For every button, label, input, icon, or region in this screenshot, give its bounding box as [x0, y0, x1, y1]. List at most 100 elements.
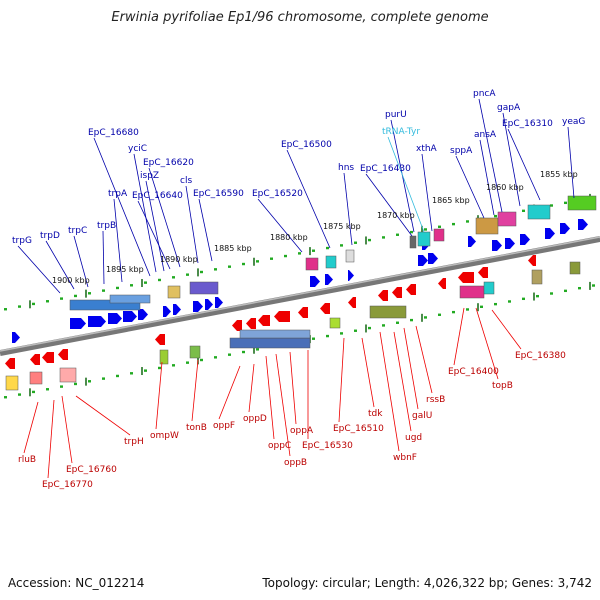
ruler-dots-bottom [452, 310, 455, 314]
ruler-dots-bottom [578, 286, 581, 290]
label-leader-line [93, 137, 151, 277]
label-leader-line [191, 359, 199, 422]
label-leader-line [379, 331, 400, 452]
label-leader-line [137, 200, 171, 270]
ruler-dots-bottom [368, 326, 371, 330]
label-leader-line [23, 401, 39, 454]
ruler-dots-bottom [536, 294, 539, 298]
tick-label: 1900 kbp [52, 276, 90, 285]
ruler-dots-bottom [340, 332, 343, 335]
ruler-dots-bottom [466, 308, 469, 311]
label-leader-line [365, 173, 413, 237]
ruler-dots-top [32, 302, 35, 306]
label-leader-line [45, 240, 75, 290]
gene-forward-arrow [545, 228, 555, 239]
gene-label-bottom: EpC_16380 [515, 351, 566, 361]
gene-label-top: ansA [474, 130, 497, 140]
gene-label-bottom: rssB [426, 395, 445, 405]
ruler-dots-bottom [354, 329, 357, 332]
gene-forward-arrow [505, 238, 515, 249]
ruler-dots-top [270, 257, 273, 260]
ruler-dots-bottom [382, 324, 385, 327]
label-leader-line [393, 331, 412, 432]
gene-label-top: yciC [128, 144, 147, 154]
ruler-dots-top [228, 265, 231, 268]
gene-forward-arrow [492, 240, 502, 251]
ruler-dots-top [368, 238, 371, 242]
label-leader-line [265, 355, 275, 440]
label-leader-line [502, 112, 521, 207]
gene-reverse-arrow [392, 287, 402, 298]
gene-forward-arrow [123, 311, 137, 322]
gene-label-top: tRNA-Tyr [382, 127, 420, 137]
gene-label-bottom: rluB [18, 455, 36, 465]
ruler-dots-bottom [46, 388, 49, 391]
ruler-dots-bottom [116, 374, 119, 378]
gene-feature-block [5, 375, 19, 391]
gene-reverse-arrow [320, 303, 330, 314]
gene-label-top: EpC_16620 [143, 158, 194, 168]
tick-label: 1895 kbp [106, 265, 144, 274]
gene-reverse-arrow [258, 315, 270, 326]
ruler-dots-top [186, 273, 189, 276]
gene-forward-arrow [88, 316, 106, 327]
ruler-dots-bottom [410, 318, 413, 322]
chromosome-backbone-highlight [0, 236, 600, 352]
ruler-dots-bottom [228, 353, 231, 356]
gene-feature-block [475, 217, 499, 235]
topology-text: Topology: circular; Length: 4,026,322 bp… [262, 576, 592, 590]
ruler-dots-bottom [396, 321, 399, 324]
gene-forward-arrow [348, 270, 354, 281]
ruler-dots-top [340, 244, 343, 247]
gene-feature-block [569, 261, 581, 275]
ruler-dots-bottom [4, 396, 7, 399]
gene-label-bottom: EpC_16760 [66, 465, 117, 475]
label-leader-line [421, 153, 433, 232]
ruler-dots-bottom [130, 372, 133, 375]
gene-label-top: pncA [473, 89, 496, 99]
tick-label: 1880 kbp [270, 233, 308, 242]
gene-label-top: ispZ [140, 171, 159, 181]
gene-label-bottom: tonB [186, 423, 207, 433]
gene-reverse-arrow [5, 358, 15, 369]
gene-feature-block [167, 285, 181, 299]
label-leader-line [185, 185, 199, 264]
gene-feature-block [59, 367, 77, 383]
ruler-dots-bottom [60, 385, 63, 388]
ruler-dots-top [424, 228, 427, 231]
gene-label-top: EpC_16520 [252, 189, 303, 199]
gene-forward-arrow [560, 223, 570, 234]
gene-reverse-arrow [58, 349, 68, 360]
label-leader-line [455, 155, 485, 219]
gene-reverse-arrow [298, 307, 308, 318]
label-leader-line [507, 128, 541, 201]
gene-label-top: EpC_16500 [281, 140, 332, 150]
ruler-dots-top [522, 209, 525, 213]
ruler-dots-bottom [522, 297, 525, 301]
label-leader-line [133, 153, 157, 273]
gene-label-bottom: tdk [368, 409, 383, 419]
gene-label-bottom: galU [412, 411, 432, 421]
ruler-dots-top [550, 204, 553, 207]
ruler-dots-bottom [242, 350, 245, 354]
label-leader-line [257, 198, 303, 253]
ruler-dots-top [382, 236, 385, 239]
ruler-dots-top [116, 286, 119, 290]
label-leader-line [403, 327, 419, 410]
gene-label-top: cls [180, 176, 192, 186]
gene-reverse-arrow [458, 272, 474, 283]
label-leader-line [148, 167, 181, 268]
ruler-dots-bottom [438, 313, 441, 316]
ruler-dots-top [18, 305, 21, 308]
label-leader-line [198, 198, 213, 262]
gene-feature-block [417, 231, 431, 247]
label-leader-line [155, 361, 163, 430]
label-leader-line [61, 395, 73, 464]
label-leader-line [338, 337, 345, 423]
gene-feature-block [409, 235, 417, 249]
tick-label: 1865 kbp [432, 196, 470, 205]
gene-feature-block [325, 255, 337, 269]
ruler-dots-bottom [144, 369, 147, 372]
gene-reverse-arrow [232, 320, 242, 331]
